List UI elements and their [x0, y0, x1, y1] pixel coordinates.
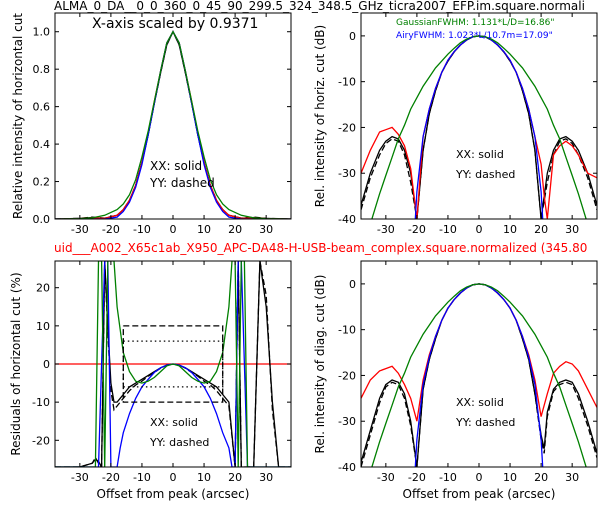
axes-frame [360, 12, 598, 220]
x-tick-label: 10 [197, 471, 211, 484]
annotation: YY: dashed [455, 416, 515, 429]
x-tick-label: 20 [228, 223, 242, 236]
x-tick-label: 20 [534, 471, 548, 484]
x-tick-label: -30 [71, 223, 89, 236]
y-tick-label: -10 [32, 396, 50, 409]
x-tick-label: -20 [408, 471, 426, 484]
annotation: YY: dashed [149, 176, 215, 190]
y-tick-label: -30 [338, 167, 356, 180]
x-tick-label: -30 [377, 471, 395, 484]
x-tick-label: 30 [259, 471, 273, 484]
y-axis-label: Rel. intensity of horiz. cut (dB) [313, 25, 327, 207]
y-tick-label: -30 [338, 415, 356, 428]
x-tick-label: 20 [228, 471, 242, 484]
series-line-4 [55, 30, 291, 219]
series-line-1 [361, 35, 597, 219]
x-tick-label: 30 [565, 223, 579, 236]
y-axis-label: Rel. intensity of diag. cut (dB) [313, 275, 327, 454]
x-tick-label: 0 [476, 223, 483, 236]
y-tick-label: 0.4 [33, 138, 51, 151]
y-tick-label: 10 [36, 320, 50, 333]
y-tick-label: -20 [338, 369, 356, 382]
series-line-2 [55, 30, 291, 219]
x-tick-label: -10 [439, 471, 457, 484]
chart-bottom-right: -30 -20 -10 0 10 20 30 -40 -30 -20 -10 0 Rel. intens… [313, 260, 598, 501]
series-group [361, 283, 597, 467]
axes-frame [360, 260, 598, 468]
x-tick-label: -10 [133, 223, 151, 236]
y-tick-label: 20 [36, 282, 50, 295]
series-line-0 [361, 35, 597, 219]
x-tick-label: 30 [565, 471, 579, 484]
y-tick-label: -20 [32, 434, 50, 447]
x-tick-label: -20 [102, 471, 120, 484]
annotation: GaussianFWHM: 1.131*L/D=16.86" [396, 18, 554, 28]
y-tick-label: 0.0 [33, 213, 51, 226]
series-group [55, 261, 291, 467]
series-group [361, 35, 597, 219]
x-tick-label: 30 [259, 223, 273, 236]
series-group [55, 30, 291, 219]
series-line-1 [55, 30, 291, 219]
series-line-1 [361, 283, 597, 467]
x-tick-label: 10 [503, 223, 517, 236]
x-tick-label: 20 [534, 223, 548, 236]
y-tick-label: 0.8 [33, 63, 51, 76]
y-tick-label: 0.2 [33, 176, 51, 189]
series-line-5 [122, 325, 224, 403]
y-tick-label: 0 [349, 30, 356, 43]
x-tick-label: 10 [197, 223, 211, 236]
y-tick-label: 0 [43, 358, 50, 371]
x-tick-label: -10 [439, 223, 457, 236]
series-line-6 [122, 340, 224, 388]
series-line-0 [361, 283, 597, 467]
series-line-2 [361, 35, 597, 219]
series-line-3 [414, 35, 544, 219]
annotation: XX: solid [456, 396, 504, 409]
y-tick-label: -20 [338, 121, 356, 134]
annotation: X-axis scaled by 0.9371 [92, 16, 258, 32]
annotation: XX: solid [150, 159, 202, 173]
y-tick-label: 0.6 [33, 101, 51, 114]
x-axis-label: Offset from peak (arcsec) [97, 487, 250, 501]
annotation: YY: dashed [455, 168, 515, 181]
y-tick-label: -10 [338, 76, 356, 89]
x-tick-label: -20 [408, 223, 426, 236]
series-line-4 [371, 35, 587, 219]
series-line-3 [414, 283, 544, 467]
x-tick-label: 0 [170, 223, 177, 236]
annotation: XX: solid [150, 416, 198, 429]
chart-bottom-left: -30 -20 -10 0 10 20 30 -20 -10 0 10 20 Residuals of … [9, 260, 292, 501]
annotation: AiryFWHM: 1.023*L/10.7m=17.09" [396, 31, 553, 41]
series-line-3 [55, 30, 291, 219]
annotation: XX: solid [456, 148, 504, 161]
y-tick-label: -40 [338, 213, 356, 226]
series-line-0 [55, 30, 291, 219]
x-tick-label: -10 [133, 471, 151, 484]
y-axis-label: Relative intensity of horizontal cut [11, 13, 25, 219]
chart-top-right: -30 -20 -10 0 10 20 30 -40 -30 -20 -10 0 Rel. intens… [313, 12, 598, 236]
title-top: ALMA_0_DA__0_0_360_0_45_90_299.5_324_348… [54, 0, 585, 13]
x-tick-label: -30 [377, 223, 395, 236]
series-line-4 [371, 283, 587, 467]
y-tick-label: 1.0 [33, 26, 51, 39]
series-line-4 [55, 261, 291, 467]
x-tick-label: -20 [102, 223, 120, 236]
annotation: YY: dashed [149, 436, 209, 449]
x-axis-label: Offset from peak (arcsec) [403, 487, 556, 501]
title-mid: uid___A002_X65c1ab_X950_APC-DA48-H-USB-b… [54, 241, 587, 255]
x-tick-label: 0 [170, 471, 177, 484]
y-axis-label: Residuals of horizontal cut (%) [9, 272, 23, 455]
y-tick-label: -40 [338, 461, 356, 474]
chart-top-left: -30 -20 -10 0 10 20 30 0.0 0.2 0.4 0.6 0.8 1.0 Relati… [11, 12, 292, 236]
x-tick-label: -30 [71, 471, 89, 484]
x-tick-label: 10 [503, 471, 517, 484]
y-tick-label: -10 [338, 324, 356, 337]
x-tick-label: 0 [476, 471, 483, 484]
y-tick-label: 0 [349, 278, 356, 291]
